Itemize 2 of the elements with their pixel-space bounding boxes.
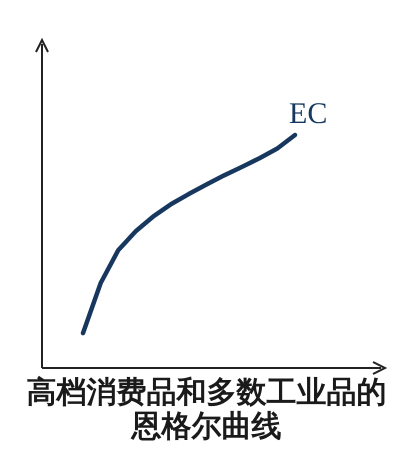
series-label: EC xyxy=(289,97,328,130)
text: 高档消费品和多数工业品的恩格尔曲线 xyxy=(26,375,388,444)
